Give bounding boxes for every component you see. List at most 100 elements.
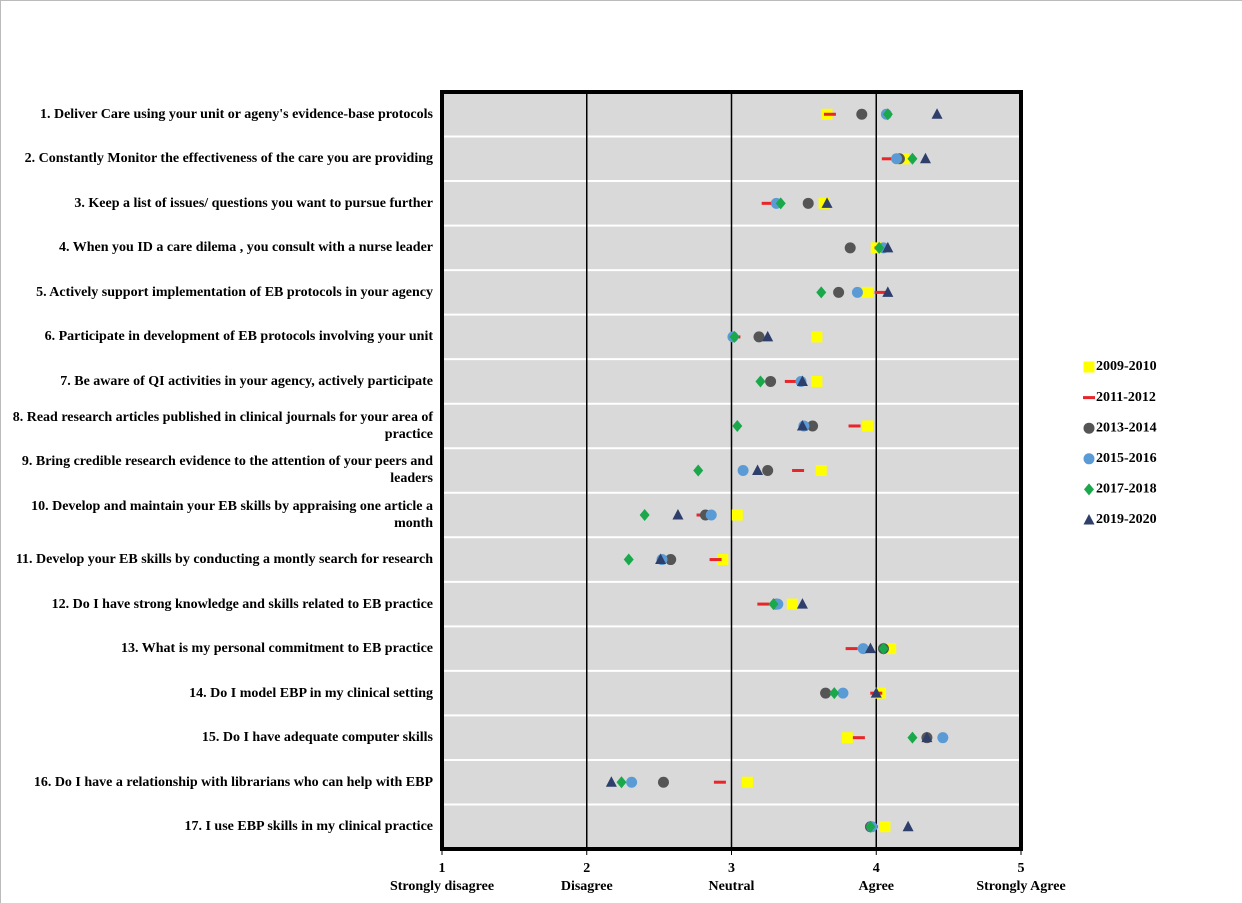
category-text: 2. Constantly Monitor the effectiveness … xyxy=(24,151,433,167)
diamond-marker xyxy=(729,330,740,343)
x-tick-label: 5 xyxy=(1018,861,1025,876)
dash-marker xyxy=(1083,396,1095,400)
circle-marker xyxy=(856,108,868,120)
dash-marker xyxy=(845,647,858,651)
legend-label: 2019-2020 xyxy=(1096,512,1157,527)
category-text: 16. Do I have a relationship with librar… xyxy=(33,774,433,790)
x-scale-label: Strongly Agree xyxy=(976,879,1065,894)
triangle-marker xyxy=(752,464,764,475)
triangle-marker xyxy=(605,776,617,787)
triangle-marker xyxy=(796,598,808,609)
diamond-marker xyxy=(616,776,627,789)
square-marker xyxy=(862,420,874,432)
square-marker xyxy=(879,821,891,833)
triangle-marker xyxy=(919,152,931,164)
dash-marker xyxy=(713,780,726,784)
diamond-marker xyxy=(907,731,918,744)
category-text: 3. Keep a list of issues/ questions you … xyxy=(74,195,433,211)
category-text: 4. When you ID a care dilema , you consu… xyxy=(59,240,433,256)
category-text: 12. Do I have strong knowledge and skill… xyxy=(51,596,433,612)
legend-item: 2011-2012 xyxy=(1083,390,1156,405)
legend-item: 2013-2014 xyxy=(1083,420,1157,435)
category-label: 15. Do I have adequate computer skills xyxy=(9,715,433,760)
diamond-marker xyxy=(907,152,918,165)
triangle-marker xyxy=(655,553,667,565)
circle-marker xyxy=(765,375,777,387)
triangle-marker xyxy=(931,108,943,119)
legend-label: 2009-2010 xyxy=(1096,359,1157,374)
circle-marker xyxy=(802,197,814,209)
dash-marker xyxy=(881,157,894,161)
legend-label: 2011-2012 xyxy=(1096,390,1156,405)
circle-marker xyxy=(657,776,669,788)
diamond-marker xyxy=(732,419,743,432)
diamond-marker xyxy=(768,598,779,611)
square-marker xyxy=(786,598,798,610)
dash-marker xyxy=(757,602,770,606)
dash-marker xyxy=(852,736,865,740)
circle-marker xyxy=(807,420,819,432)
diamond-marker xyxy=(775,197,786,210)
circle-marker xyxy=(1083,453,1095,465)
category-text: 13. What is my personal commitment to EB… xyxy=(121,641,433,657)
legend-item: 2017-2018 xyxy=(1084,482,1157,497)
category-label: 16. Do I have a relationship with librar… xyxy=(9,760,433,805)
category-label: 2. Constantly Monitor the effectiveness … xyxy=(9,137,433,182)
category-label: 9. Bring credible research evidence to t… xyxy=(9,448,433,493)
diamond-marker xyxy=(882,108,893,121)
diamond-marker xyxy=(874,241,885,254)
category-label: 3. Keep a list of issues/ questions you … xyxy=(9,181,433,226)
circle-marker xyxy=(837,687,849,699)
x-tick-label: 2 xyxy=(583,861,590,876)
diamond-marker xyxy=(623,553,634,566)
circle-marker xyxy=(1083,422,1095,434)
triangle-marker xyxy=(672,509,684,520)
diamond-marker xyxy=(639,509,650,522)
dash-marker xyxy=(761,201,774,205)
square-marker xyxy=(717,554,729,566)
square-marker xyxy=(885,643,897,655)
category-label: 14. Do I model EBP in my clinical settin… xyxy=(9,671,433,716)
category-label: 7. Be aware of QI activities in your age… xyxy=(9,359,433,404)
legend-item: 2015-2016 xyxy=(1083,451,1157,466)
dash-marker xyxy=(874,290,887,294)
category-label: 12. Do I have strong knowledge and skill… xyxy=(9,582,433,627)
triangle-marker xyxy=(902,820,914,832)
square-marker xyxy=(811,331,823,343)
square-marker xyxy=(811,375,823,387)
category-label: 1. Deliver Care using your unit or ageny… xyxy=(9,92,433,137)
category-text: 10. Develop and maintain your EB skills … xyxy=(31,499,433,531)
diamond-marker xyxy=(829,687,840,700)
category-label: 5. Actively support implementation of EB… xyxy=(9,270,433,315)
x-scale-label: Neutral xyxy=(709,879,755,894)
legend-label: 2017-2018 xyxy=(1096,482,1157,497)
dash-marker xyxy=(848,424,861,428)
dash-marker xyxy=(823,112,836,116)
legend-label: 2013-2014 xyxy=(1096,420,1157,435)
circle-marker xyxy=(851,286,863,298)
square-marker xyxy=(741,776,753,788)
x-scale-label: Strongly disagree xyxy=(390,879,494,894)
triangle-marker xyxy=(864,642,876,654)
square-marker xyxy=(815,465,827,476)
x-tick-label: 3 xyxy=(728,861,735,876)
legend-label: 2015-2016 xyxy=(1096,451,1157,466)
circle-marker xyxy=(833,286,845,298)
circle-marker xyxy=(665,554,677,566)
x-scale-label: Agree xyxy=(859,879,895,894)
category-label: 13. What is my personal commitment to EB… xyxy=(9,626,433,671)
x-scale-label: Disagree xyxy=(561,879,613,894)
category-label: 4. When you ID a care dilema , you consu… xyxy=(9,226,433,271)
square-marker xyxy=(731,509,743,521)
category-label: 6. Participate in development of EB prot… xyxy=(9,315,433,360)
category-text: 17. I use EBP skills in my clinical prac… xyxy=(184,819,433,835)
triangle-marker xyxy=(796,419,808,431)
category-text: 6. Participate in development of EB prot… xyxy=(44,329,433,345)
diamond-marker xyxy=(693,464,704,477)
dash-marker xyxy=(784,379,797,383)
dash-marker xyxy=(709,558,722,562)
diamond-marker xyxy=(1084,483,1094,496)
triangle-marker xyxy=(882,286,894,297)
